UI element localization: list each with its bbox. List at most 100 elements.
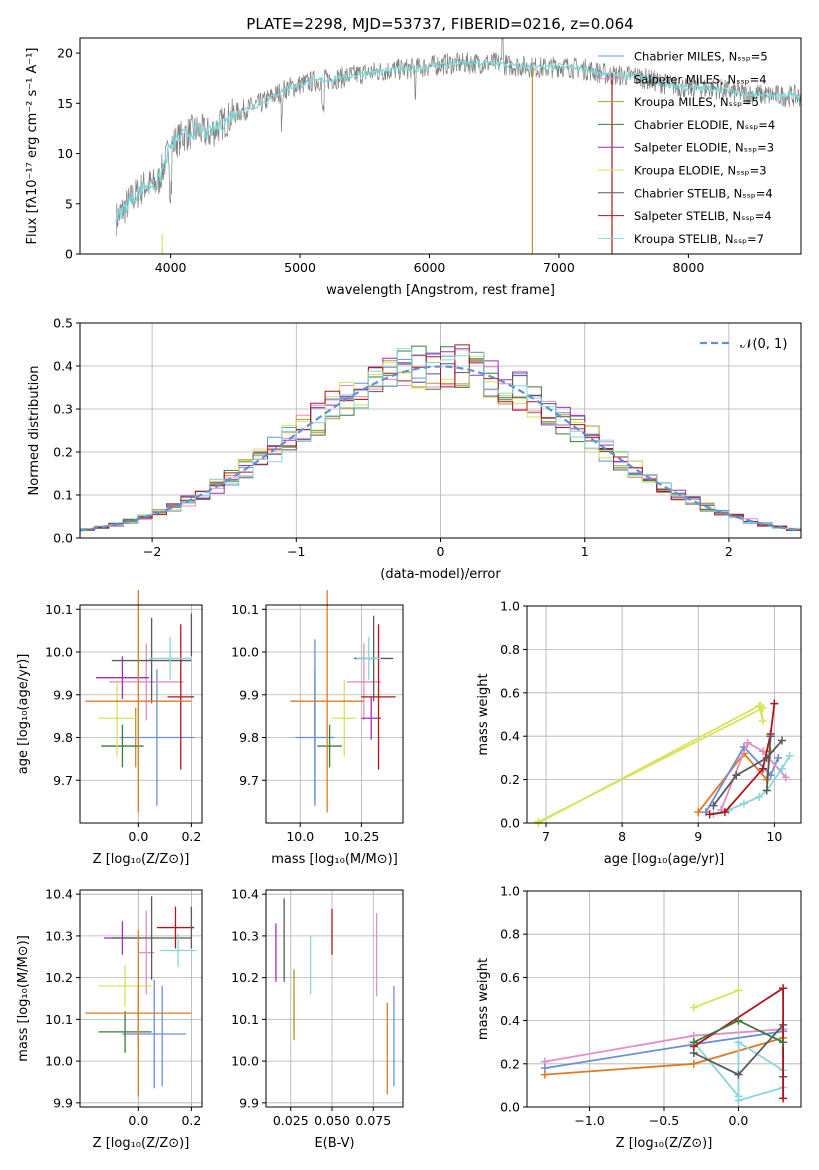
y-tick-label: 10 (57, 146, 73, 161)
x-axis-label: Z [log₁₀(Z/Z⊙)] (93, 1136, 190, 1151)
x-tick-label: 2 (725, 544, 733, 559)
series-line (713, 755, 791, 816)
plot-frame (526, 890, 802, 1108)
series-marker (689, 1059, 698, 1068)
y-axis-label: mass [log₁₀(M/M⊙)] (16, 935, 31, 1062)
x-tick-label: 10.0 (286, 829, 314, 844)
series-marker (781, 773, 790, 782)
series-marker (694, 808, 703, 817)
y-tick-label: 0.5 (53, 316, 73, 331)
x-tick-label: −0.5 (649, 1113, 679, 1128)
y-tick-label: 0.2 (500, 1056, 520, 1071)
series-marker (779, 984, 788, 993)
series-marker (540, 1070, 549, 1079)
x-tick-label: −2 (143, 544, 161, 559)
legend-label: Kroupa ELODIE, Nₛₛₚ=3 (634, 164, 767, 178)
x-axis-label: wavelength [Angstrom, rest frame] (326, 283, 555, 298)
y-tick-label: 0 (65, 247, 73, 262)
y-tick-label: 10.0 (45, 645, 73, 660)
legend-label: Kroupa STELIB, Nₛₛₚ=7 (634, 232, 764, 246)
series-marker (734, 986, 743, 995)
y-tick-label: 0.0 (53, 531, 73, 546)
plot-frame (265, 889, 404, 1108)
y-tick-label: 0.8 (500, 927, 520, 942)
x-tick-label: 0.025 (273, 1113, 309, 1128)
y-tick-label: 10.0 (231, 645, 259, 660)
y-tick-label: 0.4 (500, 729, 520, 744)
y-tick-label: 9.8 (53, 730, 73, 745)
series-marker (762, 786, 771, 795)
x-tick-label: 10.25 (344, 829, 380, 844)
series-marker (758, 717, 767, 726)
series-marker (779, 1038, 788, 1047)
series-marker (777, 736, 786, 745)
series-marker (720, 808, 729, 817)
legend-label: Chabrier ELODIE, Nₛₛₚ=4 (634, 118, 775, 132)
chart-title: PLATE=2298, MJD=53737, FIBERID=0216, z=0… (246, 15, 633, 33)
series-marker (758, 764, 767, 773)
y-tick-label: 10.3 (231, 928, 259, 943)
y-tick-label: 10.1 (231, 1012, 259, 1027)
plot-frame (79, 889, 203, 1108)
y-tick-label: 0.0 (500, 816, 520, 831)
observed-spectrum (115, 38, 802, 237)
legend-label: Salpeter MILES, Nₛₛₚ=4 (634, 72, 767, 86)
plot-frame (526, 605, 802, 824)
series-line (705, 745, 780, 813)
x-tick-label: 0.0 (128, 829, 148, 844)
series-marker (785, 751, 794, 760)
series-marker (743, 738, 752, 747)
y-tick-label: 15 (57, 96, 73, 111)
series-marker (734, 1070, 743, 1079)
y-axis-label: age [log₁₀(age/yr)] (16, 654, 31, 775)
y-tick-label: 0.1 (53, 488, 73, 503)
y-tick-label: 10.4 (231, 887, 259, 902)
x-axis-label: E(B-V) (314, 1136, 354, 1151)
series-marker (758, 703, 767, 712)
series-marker (766, 732, 775, 741)
legend-label: 𝒩(0, 1) (740, 337, 787, 352)
x-tick-label: −1.0 (574, 1113, 604, 1128)
histogram-step (80, 344, 801, 531)
plot-frame (79, 37, 802, 255)
y-tick-label: 9.7 (53, 773, 73, 788)
series-line (693, 989, 739, 1009)
y-tick-label: 9.9 (239, 1095, 259, 1110)
series-marker (774, 753, 783, 762)
y-tick-label: 1.0 (500, 599, 520, 614)
series-line (537, 707, 764, 823)
y-tick-label: 20 (57, 46, 73, 61)
series-line (712, 739, 783, 807)
y-tick-label: 10.3 (45, 928, 73, 943)
y-tick-label: 1.0 (500, 884, 520, 899)
x-tick-label: 0 (437, 544, 445, 559)
series-line (537, 704, 764, 824)
model-fit-spectrum (115, 58, 802, 223)
series-marker (739, 799, 748, 808)
legend-label: Chabrier MILES, Nₛₛₚ=5 (634, 50, 768, 64)
y-tick-label: 10.1 (45, 602, 73, 617)
series-marker (689, 1003, 698, 1012)
x-tick-label: 10 (766, 829, 782, 844)
series-marker (734, 1016, 743, 1025)
y-tick-label: 0.6 (500, 970, 520, 985)
series-marker (534, 817, 543, 826)
plot-frame (265, 604, 404, 824)
series-marker (734, 1096, 743, 1105)
y-tick-label: 9.8 (239, 730, 259, 745)
plot-frame (79, 604, 203, 824)
y-axis-label: Normed distribution (27, 366, 42, 496)
x-tick-label: 7000 (543, 260, 575, 275)
histogram-step (80, 351, 801, 531)
y-tick-label: 9.9 (53, 1095, 73, 1110)
y-tick-label: 0.3 (53, 402, 73, 417)
series-marker (755, 792, 764, 801)
y-tick-label: 0.8 (500, 642, 520, 657)
x-tick-label: 0.0 (729, 1113, 749, 1128)
x-tick-label: 8 (618, 829, 626, 844)
y-tick-label: 0.2 (500, 772, 520, 787)
y-tick-label: 10.4 (45, 887, 73, 902)
plot-frame (79, 322, 802, 539)
x-tick-label: 0.075 (355, 1113, 391, 1128)
